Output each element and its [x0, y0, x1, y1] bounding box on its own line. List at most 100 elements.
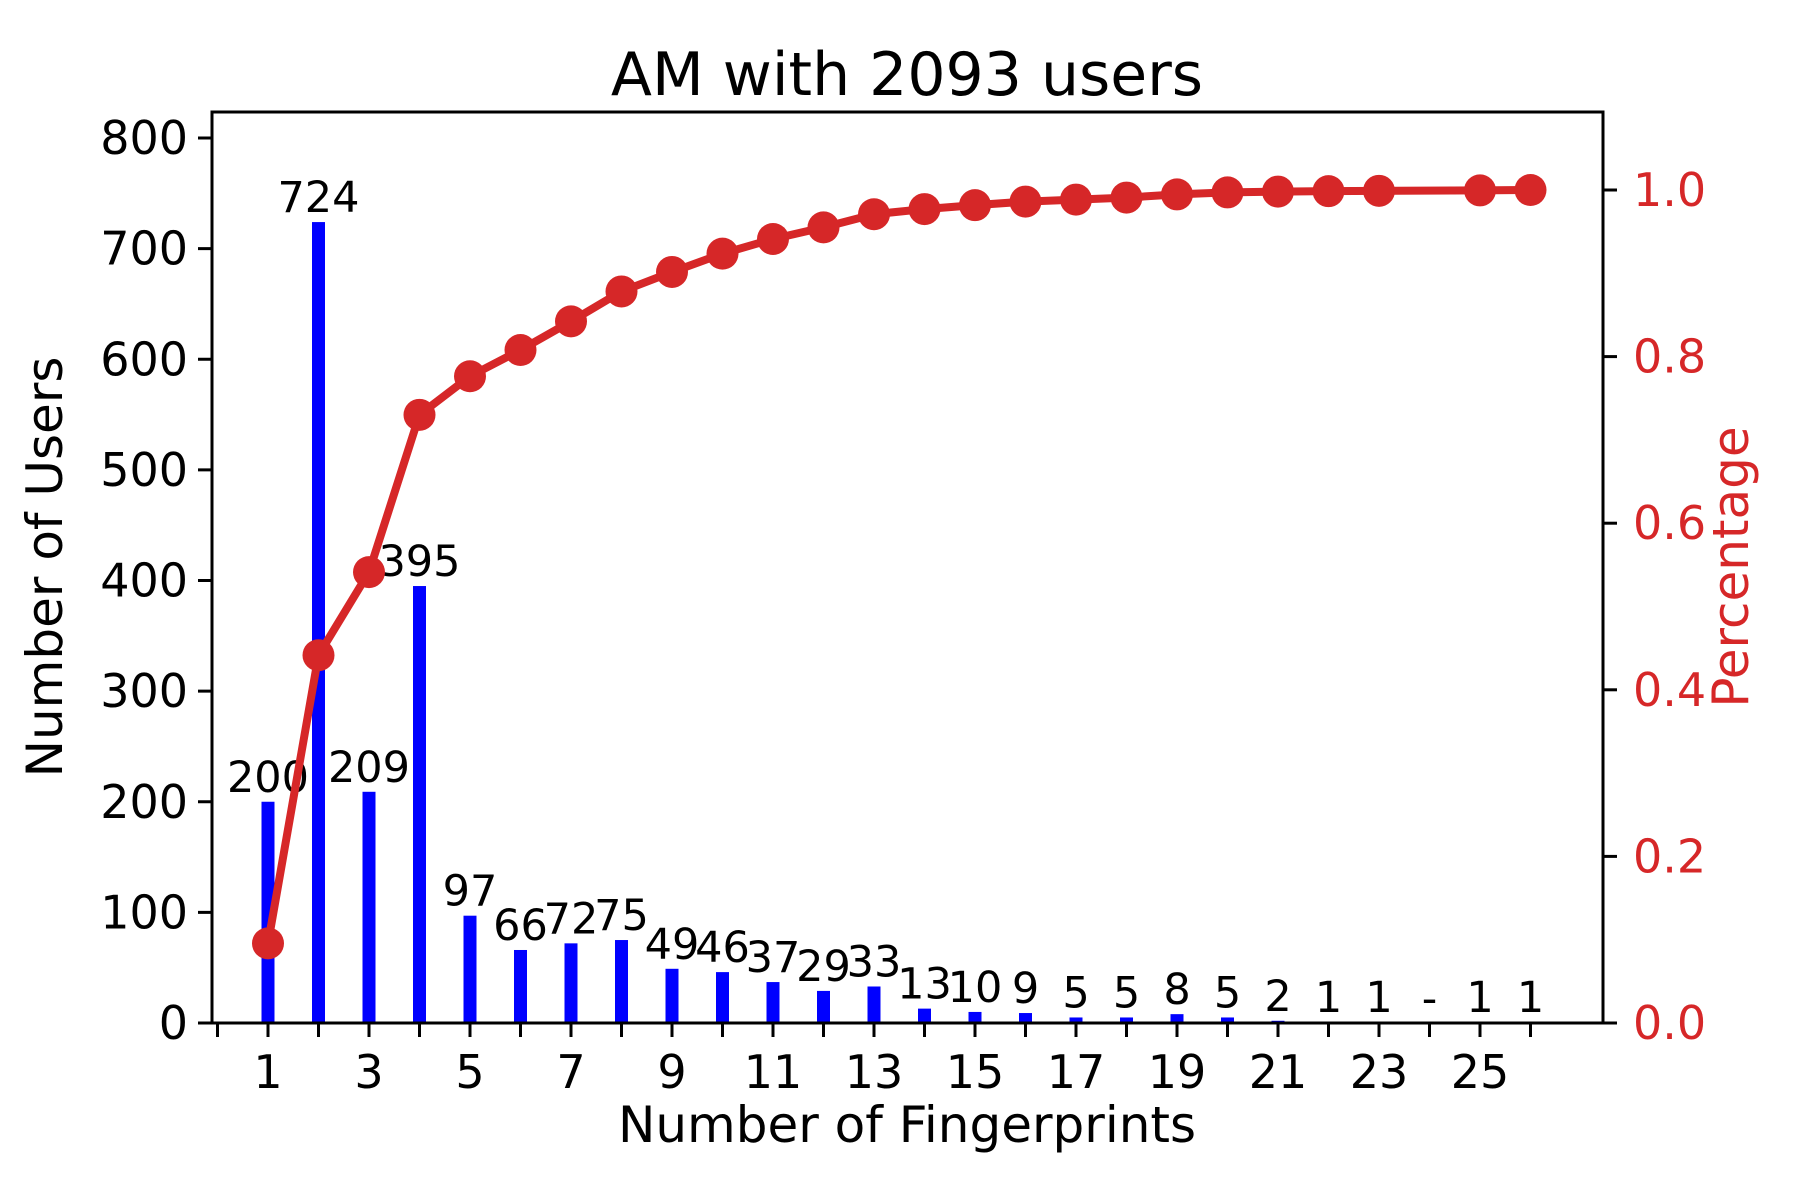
- bar: [665, 968, 679, 1023]
- bar: [918, 1008, 931, 1023]
- bar-value-label: 2: [1264, 972, 1291, 1022]
- line-marker: [252, 927, 284, 960]
- right-y-axis-label: Percentage: [1702, 426, 1760, 707]
- line-marker: [757, 222, 789, 255]
- bar: [413, 586, 426, 1023]
- bar: [1221, 1017, 1234, 1023]
- line-marker: [1514, 174, 1547, 206]
- x-tick-label: 15: [946, 1045, 1005, 1099]
- bar-value-label: 724: [277, 173, 359, 223]
- line-marker: [807, 211, 840, 244]
- right-y-tick-label: 0.4: [1633, 663, 1706, 717]
- x-tick-label: 23: [1350, 1045, 1409, 1099]
- line-marker: [1060, 183, 1092, 216]
- line-marker: [454, 360, 486, 393]
- line-marker: [1161, 178, 1193, 211]
- x-tick-label: 21: [1249, 1045, 1308, 1099]
- bar: [817, 990, 830, 1023]
- line-marker: [555, 305, 587, 338]
- bar: [514, 949, 527, 1023]
- line-marker: [706, 237, 739, 270]
- bar-value-label: 9: [1012, 964, 1039, 1014]
- bar: [261, 801, 275, 1023]
- bar: [463, 915, 477, 1023]
- line-marker: [858, 198, 890, 231]
- x-tick-label: 9: [657, 1045, 686, 1099]
- right-y-tick-label: 0.6: [1633, 496, 1706, 550]
- bar-value-label: 395: [378, 537, 460, 587]
- right-y-tick-label: 0.0: [1633, 996, 1706, 1050]
- x-tick-label: 3: [354, 1045, 383, 1099]
- right-y-tick-label: 0.2: [1633, 829, 1706, 883]
- bar-value-label: 97: [443, 867, 498, 917]
- bar: [968, 1011, 982, 1023]
- bar-value-label: 1: [1517, 973, 1544, 1023]
- right-y-tick-label: 1.0: [1633, 163, 1706, 217]
- x-tick-label: 25: [1451, 1045, 1510, 1099]
- left-y-tick-label: 0: [159, 996, 188, 1050]
- bar-value-label: 209: [328, 743, 410, 793]
- bar-value-label: 5: [1214, 968, 1241, 1018]
- bar-value-label: 33: [847, 937, 902, 987]
- bar-value-label: 66: [493, 901, 548, 951]
- line-marker: [353, 556, 385, 589]
- bar-value-label: 5: [1062, 968, 1089, 1018]
- bar-value-label: 75: [594, 891, 649, 941]
- left-y-tick-label: 300: [100, 664, 188, 718]
- bar: [362, 791, 376, 1023]
- x-tick-label: 1: [253, 1045, 282, 1099]
- bar: [1170, 1014, 1184, 1023]
- bar: [615, 940, 628, 1023]
- left-y-tick-label: 500: [100, 443, 188, 497]
- line-marker: [908, 193, 941, 226]
- bar: [312, 222, 325, 1023]
- bar-value-label: 13: [897, 960, 952, 1010]
- left-y-tick-label: 600: [100, 332, 188, 386]
- left-y-tick-label: 800: [100, 111, 188, 165]
- bar-value-label: -: [1422, 974, 1438, 1024]
- line-marker: [656, 255, 688, 288]
- x-tick-label: 5: [455, 1045, 484, 1099]
- line-marker: [605, 275, 638, 308]
- bar: [867, 986, 881, 1023]
- x-tick-label: 17: [1047, 1045, 1106, 1099]
- line-marker: [1262, 175, 1294, 208]
- line-marker: [1211, 176, 1244, 209]
- right-y-tick-label: 0.8: [1633, 330, 1706, 384]
- line-marker: [1312, 175, 1345, 208]
- left-y-tick-label: 400: [100, 554, 188, 608]
- x-tick-label: 11: [744, 1045, 803, 1099]
- left-y-axis-label: Number of Users: [16, 357, 74, 778]
- x-tick-label: 7: [556, 1045, 585, 1099]
- line-marker: [1110, 181, 1143, 214]
- bar-value-label: 37: [746, 933, 801, 983]
- bar-value-label: 1: [1365, 973, 1392, 1023]
- bar-value-label: 5: [1113, 968, 1140, 1018]
- bar: [1069, 1017, 1083, 1023]
- bar: [766, 982, 780, 1023]
- x-axis-label: Number of Fingerprints: [618, 1096, 1196, 1154]
- bar-value-label: 8: [1163, 965, 1190, 1015]
- bar: [564, 943, 578, 1023]
- bar: [1120, 1017, 1133, 1023]
- bar-value-label: 46: [695, 923, 750, 973]
- line-marker: [403, 398, 436, 431]
- left-y-tick-label: 200: [100, 775, 188, 829]
- left-y-tick-label: 100: [100, 885, 188, 939]
- bar-value-label: 49: [645, 920, 700, 970]
- line-marker: [1464, 174, 1496, 207]
- line-marker: [302, 639, 335, 672]
- bar-value-label: 1: [1315, 973, 1342, 1023]
- axes-frame: [210, 110, 1605, 1025]
- line-marker: [1009, 185, 1042, 218]
- bar-value-label: 10: [948, 963, 1003, 1013]
- line-marker: [1363, 174, 1395, 207]
- line-marker: [504, 334, 537, 367]
- chart-title: AM with 2093 users: [611, 40, 1203, 110]
- bar: [1019, 1013, 1032, 1023]
- line-marker: [959, 189, 991, 222]
- bar: [716, 972, 729, 1023]
- left-y-tick-label: 700: [100, 222, 188, 276]
